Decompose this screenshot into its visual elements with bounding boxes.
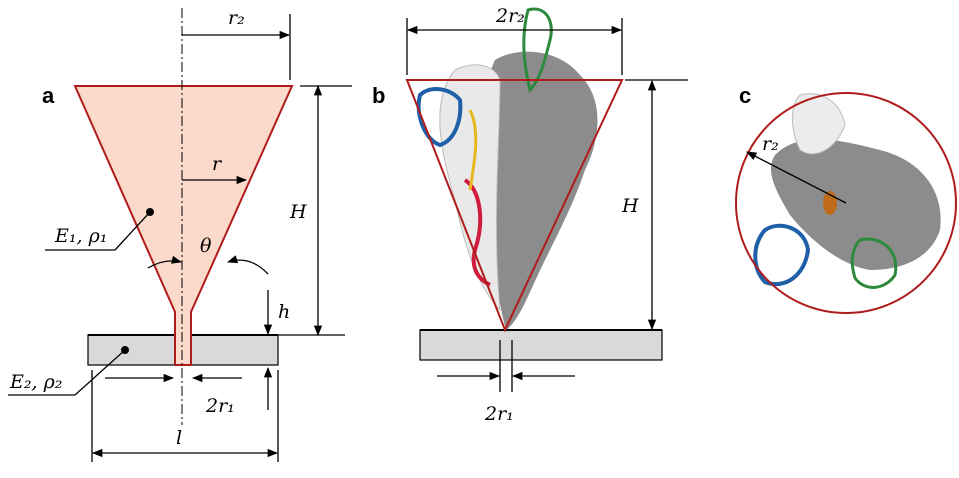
cone	[75, 86, 292, 365]
dim-label: 2r₁	[484, 403, 514, 425]
dim-label: r₂	[228, 7, 245, 29]
panel-label: b	[372, 83, 385, 108]
figure: a r₂ r H E₁, ρ₁ θ h E₂, ρ₂ 2r₁ l b	[0, 0, 959, 478]
dim-label: H	[621, 195, 639, 217]
angle-label: θ	[200, 235, 212, 257]
substrate	[420, 330, 662, 360]
panel-a: a r₂ r H E₁, ρ₁ θ h E₂, ρ₂ 2r₁ l	[8, 7, 352, 462]
panel-label: c	[739, 83, 751, 108]
dim-label: H	[289, 201, 307, 223]
protein	[419, 9, 598, 330]
dim-label: 2r₁	[205, 395, 235, 417]
dim-label: h	[278, 301, 290, 323]
dim-label: r₂	[762, 133, 779, 155]
panel-label: a	[42, 83, 55, 108]
dim-label: 2r₂	[495, 5, 525, 27]
panel-c: c r₂	[736, 83, 956, 313]
panel-b: b 2r₂ H 2r₁	[372, 5, 688, 425]
material-label: E₁, ρ₁	[54, 225, 107, 247]
material-label: E₂, ρ₂	[9, 371, 62, 393]
dim-label: l	[176, 427, 182, 449]
